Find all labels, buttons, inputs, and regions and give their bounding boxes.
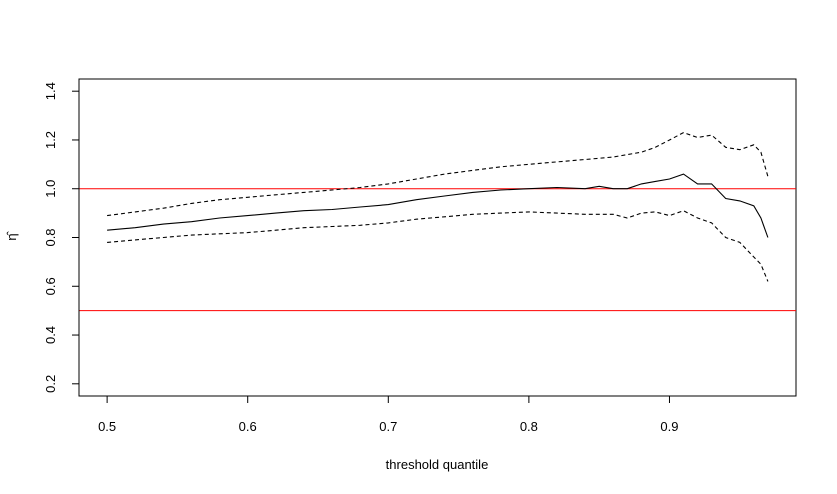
series-line-1-dashed xyxy=(107,132,769,217)
y-tick-label: 1.4 xyxy=(43,82,58,100)
series-layer xyxy=(107,132,769,282)
y-axis: 0.2 0.4 0.6 0.8 1.0 1.2 1.4 xyxy=(43,82,80,393)
x-tick-label: 0.9 xyxy=(660,419,678,434)
y-tick-label: 1.0 xyxy=(43,180,58,198)
y-axis-title: η̂ xyxy=(4,230,19,240)
plot-frame xyxy=(78,78,797,397)
x-axis-title: threshold quantile xyxy=(386,457,489,472)
y-tick-label: 0.2 xyxy=(43,375,58,393)
series-line-2-dashed xyxy=(107,210,769,282)
y-tick-label: 0.6 xyxy=(43,277,58,295)
y-tick-label: 1.2 xyxy=(43,131,58,149)
x-tick-label: 0.8 xyxy=(520,419,538,434)
y-tick-label: 0.8 xyxy=(43,228,58,246)
x-tick-label: 0.6 xyxy=(239,419,257,434)
series-line-0-solid xyxy=(107,173,769,238)
reference-lines xyxy=(79,188,796,312)
x-tick-label: 0.7 xyxy=(379,419,397,434)
y-tick-label: 0.4 xyxy=(43,326,58,344)
x-axis: 0.5 0.6 0.7 0.8 0.9 xyxy=(98,395,679,434)
x-tick-label: 0.5 xyxy=(98,419,116,434)
